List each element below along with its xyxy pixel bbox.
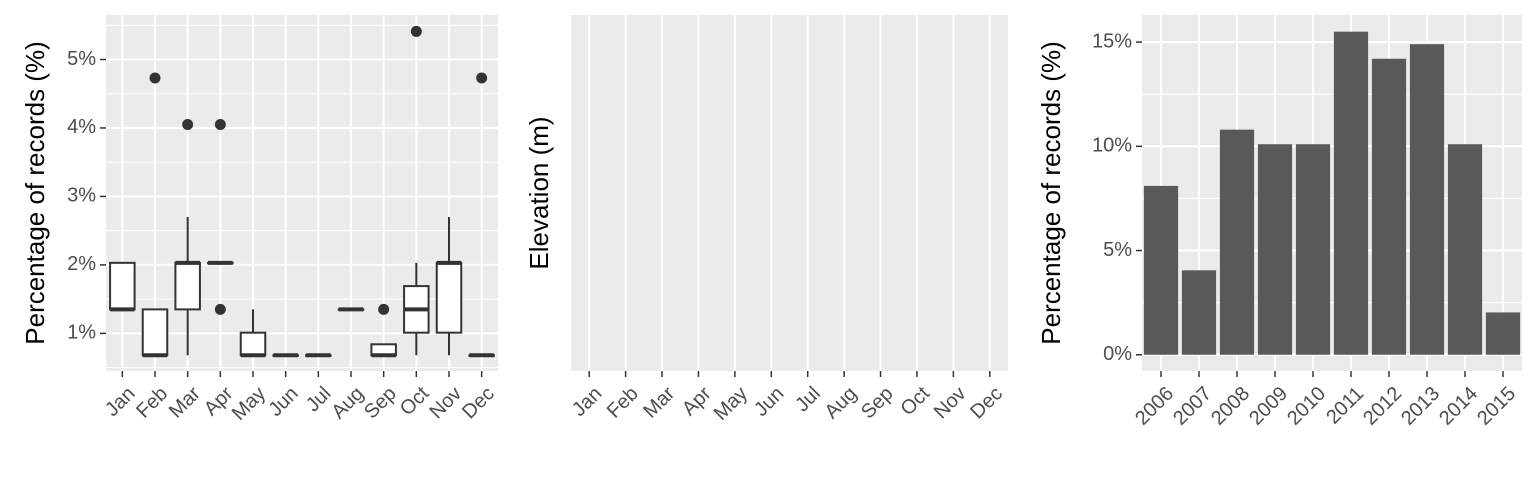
outlier-point (182, 119, 194, 131)
y-axis-title: Elevation (m) (524, 116, 554, 269)
bar-2012 (1371, 58, 1407, 355)
y-tick-label: 3% (67, 185, 96, 207)
x-tick-label: 2006 (1131, 383, 1178, 430)
grid-lines (588, 15, 991, 371)
x-tick-label: Feb (132, 383, 172, 423)
x-tick-label: Jul (791, 383, 825, 417)
box-nov (435, 216, 463, 356)
x-tick-label: Jan (568, 383, 606, 421)
box-jul (305, 353, 332, 358)
y-tick-label: 5% (67, 48, 96, 70)
box-apr (207, 119, 234, 315)
outlier-point (378, 303, 390, 315)
x-tick-label: Aug (327, 383, 368, 424)
x-tick-label: Oct (897, 382, 935, 420)
x-tick-label: May (710, 383, 752, 425)
x-tick-label: Feb (603, 383, 643, 423)
bar-2014 (1447, 144, 1483, 355)
box-marks (109, 25, 495, 358)
box-body (174, 261, 201, 311)
outlier-point (214, 303, 226, 315)
x-tick-label: 2011 (1322, 383, 1368, 429)
box-body (141, 308, 169, 357)
box-aug (337, 307, 365, 312)
yearly-percentage-bar-chart: 0%5%10%15%200620072008200920102011201220… (1036, 15, 1522, 430)
x-tick-label: Nov (425, 383, 466, 424)
outlier-point (410, 25, 422, 37)
x-tick-label: Jun (750, 383, 788, 421)
y-tick-label: 5% (1103, 239, 1132, 261)
bar-2009 (1257, 144, 1293, 355)
box-jan (109, 261, 136, 312)
y-tick-label: 4% (67, 116, 96, 138)
box-dec (468, 72, 495, 358)
bar-2013 (1409, 44, 1445, 355)
bar-2006 (1143, 185, 1179, 355)
x-tick-label: 2014 (1435, 383, 1482, 430)
box-sep (370, 303, 397, 358)
x-tick-label: Aug (821, 383, 862, 424)
y-axis-title: Percentage of records (%) (20, 41, 50, 344)
bar-2008 (1219, 129, 1255, 355)
x-tick-label: 2015 (1473, 383, 1520, 430)
x-tick-label: 2008 (1207, 383, 1254, 430)
box-feb (141, 72, 169, 358)
x-tick-label: Nov (930, 383, 971, 424)
box-body (435, 261, 463, 334)
x-tick-label: 2007 (1169, 383, 1216, 430)
y-tick-label: 2% (67, 253, 96, 275)
plot-background (106, 15, 498, 371)
x-tick-label: Jun (264, 383, 302, 421)
box-jun (272, 353, 299, 358)
x-tick-label: Dec (458, 383, 499, 424)
bar-marks (1143, 31, 1521, 355)
box-mar (174, 119, 201, 356)
bar-2011 (1333, 31, 1369, 355)
bar-2007 (1181, 270, 1217, 355)
bar-2010 (1295, 144, 1331, 355)
x-tick-label: Mar (639, 382, 679, 422)
box-oct (403, 25, 430, 356)
x-tick-label: Sep (857, 383, 898, 424)
outlier-point (149, 72, 161, 84)
plot-background (571, 15, 1008, 371)
y-tick-label: 10% (1092, 135, 1132, 157)
x-tick-label: Sep (360, 383, 401, 424)
y-tick-label: 0% (1103, 343, 1132, 365)
box-body (239, 331, 267, 357)
x-tick-label: Apr (678, 382, 716, 420)
box-body (109, 261, 136, 311)
x-tick-label: Mar (165, 382, 205, 422)
x-tick-label: May (228, 383, 270, 425)
x-tick-label: Dec (966, 383, 1007, 424)
x-tick-label: 2013 (1397, 383, 1444, 430)
outlier-point (476, 72, 488, 84)
x-tick-label: 2012 (1359, 383, 1406, 430)
x-tick-label: 2009 (1245, 383, 1292, 430)
x-tick-label: 2010 (1283, 383, 1330, 430)
y-tick-label: 1% (67, 322, 96, 344)
box-may (239, 309, 267, 358)
y-axis-title: Percentage of records (%) (1036, 41, 1066, 344)
y-tick-label: 15% (1092, 30, 1132, 52)
outlier-point (214, 119, 226, 131)
x-tick-label: Oct (396, 382, 434, 420)
x-tick-label: Jan (101, 383, 139, 421)
bar-2015 (1485, 312, 1521, 355)
